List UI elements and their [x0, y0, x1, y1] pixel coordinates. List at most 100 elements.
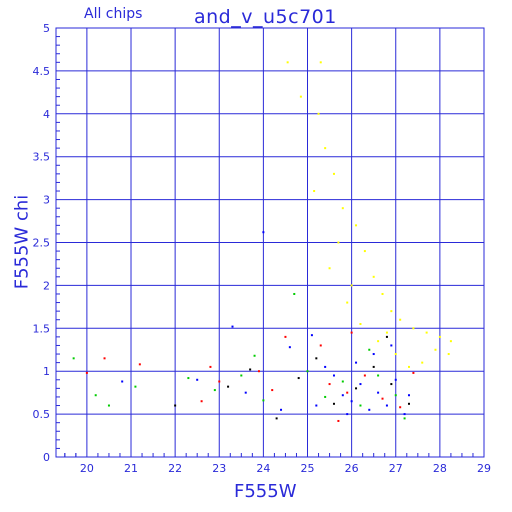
data-point: [324, 365, 327, 368]
data-point: [399, 406, 402, 409]
data-point: [332, 374, 335, 377]
data-point: [275, 417, 278, 420]
y-tick-label: 3.5: [33, 151, 51, 164]
data-point: [196, 378, 199, 381]
data-point: [434, 348, 437, 351]
y-tick-label: 0: [43, 451, 50, 464]
data-point: [359, 404, 362, 407]
y-tick-label: 4: [43, 108, 50, 121]
y-axis-label: F555W chi: [11, 194, 33, 290]
data-point: [390, 383, 393, 386]
data-point: [377, 391, 380, 394]
data-point: [359, 323, 362, 326]
y-tick-label: 0.5: [33, 408, 51, 421]
data-point: [372, 365, 375, 368]
data-point: [94, 394, 97, 397]
data-point: [421, 361, 424, 364]
data-point: [332, 402, 335, 405]
data-point: [121, 380, 124, 383]
y-tick-label: 2: [43, 279, 50, 292]
data-point: [372, 353, 375, 356]
data-point: [271, 389, 274, 392]
data-point: [293, 292, 296, 295]
data-point: [218, 380, 221, 383]
data-point: [403, 413, 406, 416]
data-point: [262, 399, 265, 402]
data-point: [381, 292, 384, 295]
data-point: [257, 370, 260, 373]
data-point: [324, 147, 327, 150]
data-point: [438, 335, 441, 338]
data-point: [328, 383, 331, 386]
data-point: [297, 377, 300, 380]
data-point: [372, 275, 375, 278]
x-tick-label: 24: [256, 462, 270, 475]
data-point: [346, 301, 349, 304]
data-point: [412, 371, 415, 374]
data-point: [350, 400, 353, 403]
data-point: [394, 394, 397, 397]
data-point: [337, 241, 340, 244]
x-tick-label: 27: [389, 462, 403, 475]
data-point: [138, 363, 141, 366]
data-point: [107, 404, 110, 407]
axis-ticks: 20 21 22 23 24 25 26 27 28 29 0 0.5 1 1.5 2 2.5 3 3.5 4 4.5…: [33, 22, 492, 475]
data-point: [359, 383, 362, 386]
data-point: [399, 318, 402, 321]
data-point: [350, 284, 353, 287]
data-point: [262, 231, 265, 234]
data-point: [85, 371, 88, 374]
x-tick-label: 25: [301, 462, 315, 475]
data-point: [187, 377, 190, 380]
data-point: [341, 207, 344, 210]
data-point: [337, 419, 340, 422]
data-point: [368, 348, 371, 351]
y-tick-label: 3: [43, 194, 50, 207]
data-point: [231, 325, 234, 328]
x-tick-label: 26: [345, 462, 359, 475]
data-point: [346, 413, 349, 416]
data-point: [346, 391, 349, 394]
data-point: [313, 190, 316, 193]
data-point: [280, 408, 283, 411]
data-point: [385, 335, 388, 338]
data-point: [390, 310, 393, 313]
data-point: [355, 224, 358, 227]
data-point: [253, 354, 256, 357]
data-point: [403, 417, 406, 420]
data-point: [425, 331, 428, 334]
data-point: [363, 374, 366, 377]
data-point: [328, 267, 331, 270]
data-points: [72, 61, 452, 422]
data-point: [341, 394, 344, 397]
grid-lines: [56, 27, 485, 458]
data-point: [324, 395, 327, 398]
data-point: [284, 335, 287, 338]
x-tick-label: 22: [168, 462, 182, 475]
chart-title: and_v_u5c701: [194, 6, 337, 28]
plot-frame: [55, 27, 485, 458]
data-point: [407, 402, 410, 405]
x-axis-label: F555W: [234, 481, 297, 502]
chart-subtitle: All chips: [84, 6, 143, 22]
data-point: [103, 357, 106, 360]
x-tick-label: 23: [212, 462, 226, 475]
data-point: [449, 340, 452, 343]
data-point: [355, 361, 358, 364]
data-point: [286, 61, 289, 64]
data-point: [174, 404, 177, 407]
data-point: [244, 391, 247, 394]
data-point: [377, 340, 380, 343]
data-point: [407, 365, 410, 368]
data-point: [377, 374, 380, 377]
x-tick-label: 21: [124, 462, 138, 475]
data-point: [319, 344, 322, 347]
data-point: [355, 387, 358, 390]
data-point: [315, 404, 318, 407]
data-point: [317, 112, 320, 115]
data-point: [368, 408, 371, 411]
data-point: [447, 353, 450, 356]
data-point: [310, 334, 313, 337]
data-point: [299, 95, 302, 98]
